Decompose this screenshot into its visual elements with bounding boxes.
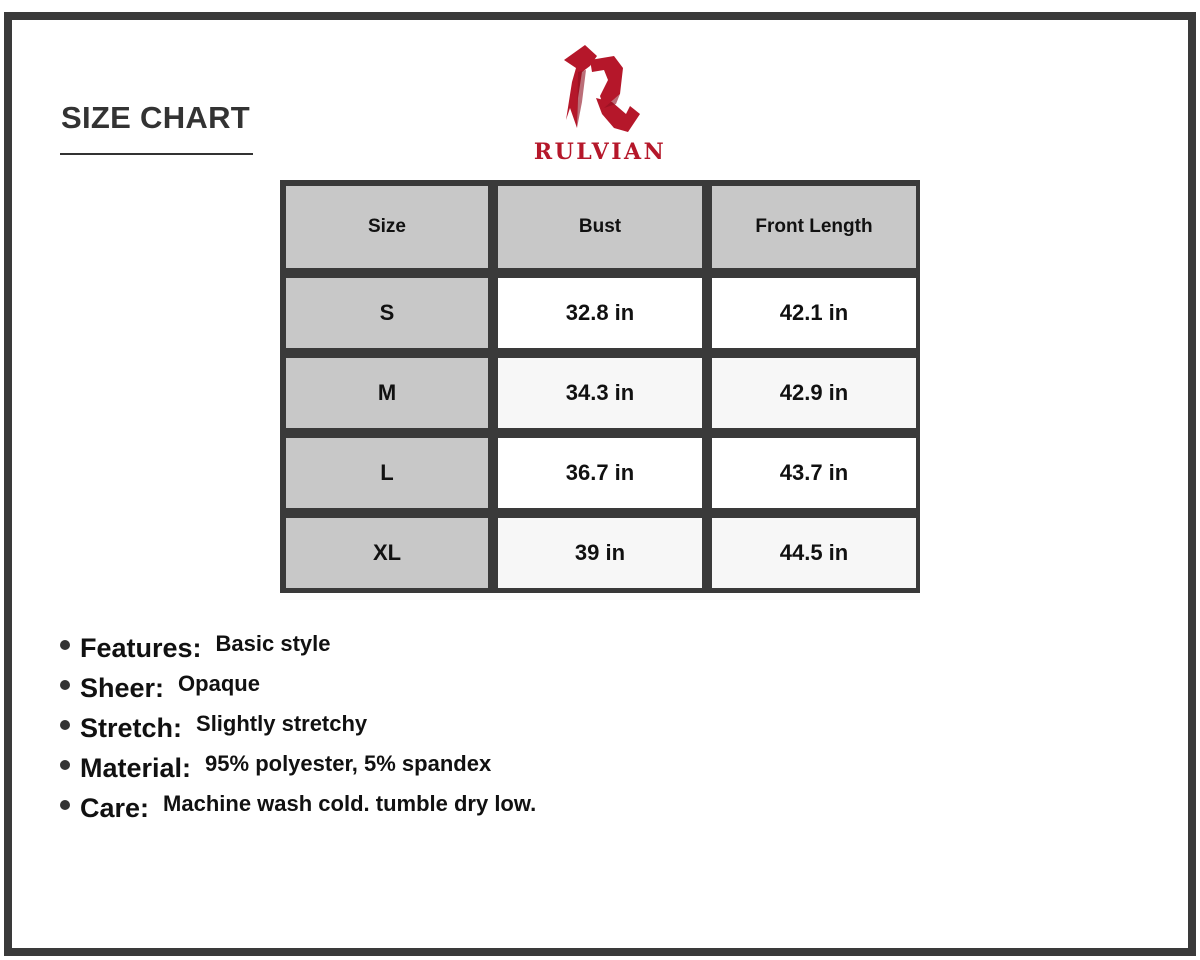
spec-value: Basic style [215, 631, 331, 656]
brand-logo-icon [564, 45, 640, 132]
spec-material: Material: 95% polyester, 5% spandex [60, 746, 536, 786]
spec-label: Features: [80, 632, 202, 663]
brand-name: RULVIAN [533, 139, 667, 165]
spec-label: Material: [80, 752, 192, 783]
spec-label: Stretch: [80, 712, 183, 743]
header-front-length: Front Length [712, 186, 916, 268]
spec-value: Slightly stretchy [196, 711, 368, 736]
product-specs: Features: Basic style Sheer: Opaque Stre… [60, 626, 536, 826]
bust-cell: 39 in [498, 518, 702, 588]
spec-care: Care: Machine wash cold. tumble dry low. [60, 786, 536, 826]
spec-features: Features: Basic style [60, 626, 536, 666]
front-length-cell: 42.1 in [712, 278, 916, 348]
bust-cell: 34.3 in [498, 358, 702, 428]
bullet-icon [60, 760, 70, 770]
bust-cell: 36.7 in [498, 438, 702, 508]
bullet-icon [60, 640, 70, 650]
size-cell: M [286, 358, 488, 428]
bust-cell: 32.8 in [498, 278, 702, 348]
spec-label: Care: [80, 792, 150, 823]
front-length-cell: 42.9 in [712, 358, 916, 428]
spec-value: 95% polyester, 5% spandex [205, 751, 492, 776]
header-size: Size [286, 186, 488, 268]
spec-value: Machine wash cold. tumble dry low. [163, 791, 537, 816]
front-length-cell: 44.5 in [712, 518, 916, 588]
header-bust: Bust [498, 186, 702, 268]
spec-value: Opaque [178, 671, 260, 696]
spec-stretch: Stretch: Slightly stretchy [60, 706, 536, 746]
page-title: SIZE CHART [61, 100, 250, 135]
size-cell: XL [286, 518, 488, 588]
bullet-icon [60, 800, 70, 810]
size-cell: L [286, 438, 488, 508]
title-underline [60, 153, 253, 155]
spec-sheer: Sheer: Opaque [60, 666, 536, 706]
size-cell: S [286, 278, 488, 348]
bullet-icon [60, 720, 70, 730]
spec-label: Sheer: [80, 672, 165, 703]
size-table: Size Bust Front Length S 32.8 in 42.1 in… [280, 180, 920, 593]
bullet-icon [60, 680, 70, 690]
front-length-cell: 43.7 in [712, 438, 916, 508]
